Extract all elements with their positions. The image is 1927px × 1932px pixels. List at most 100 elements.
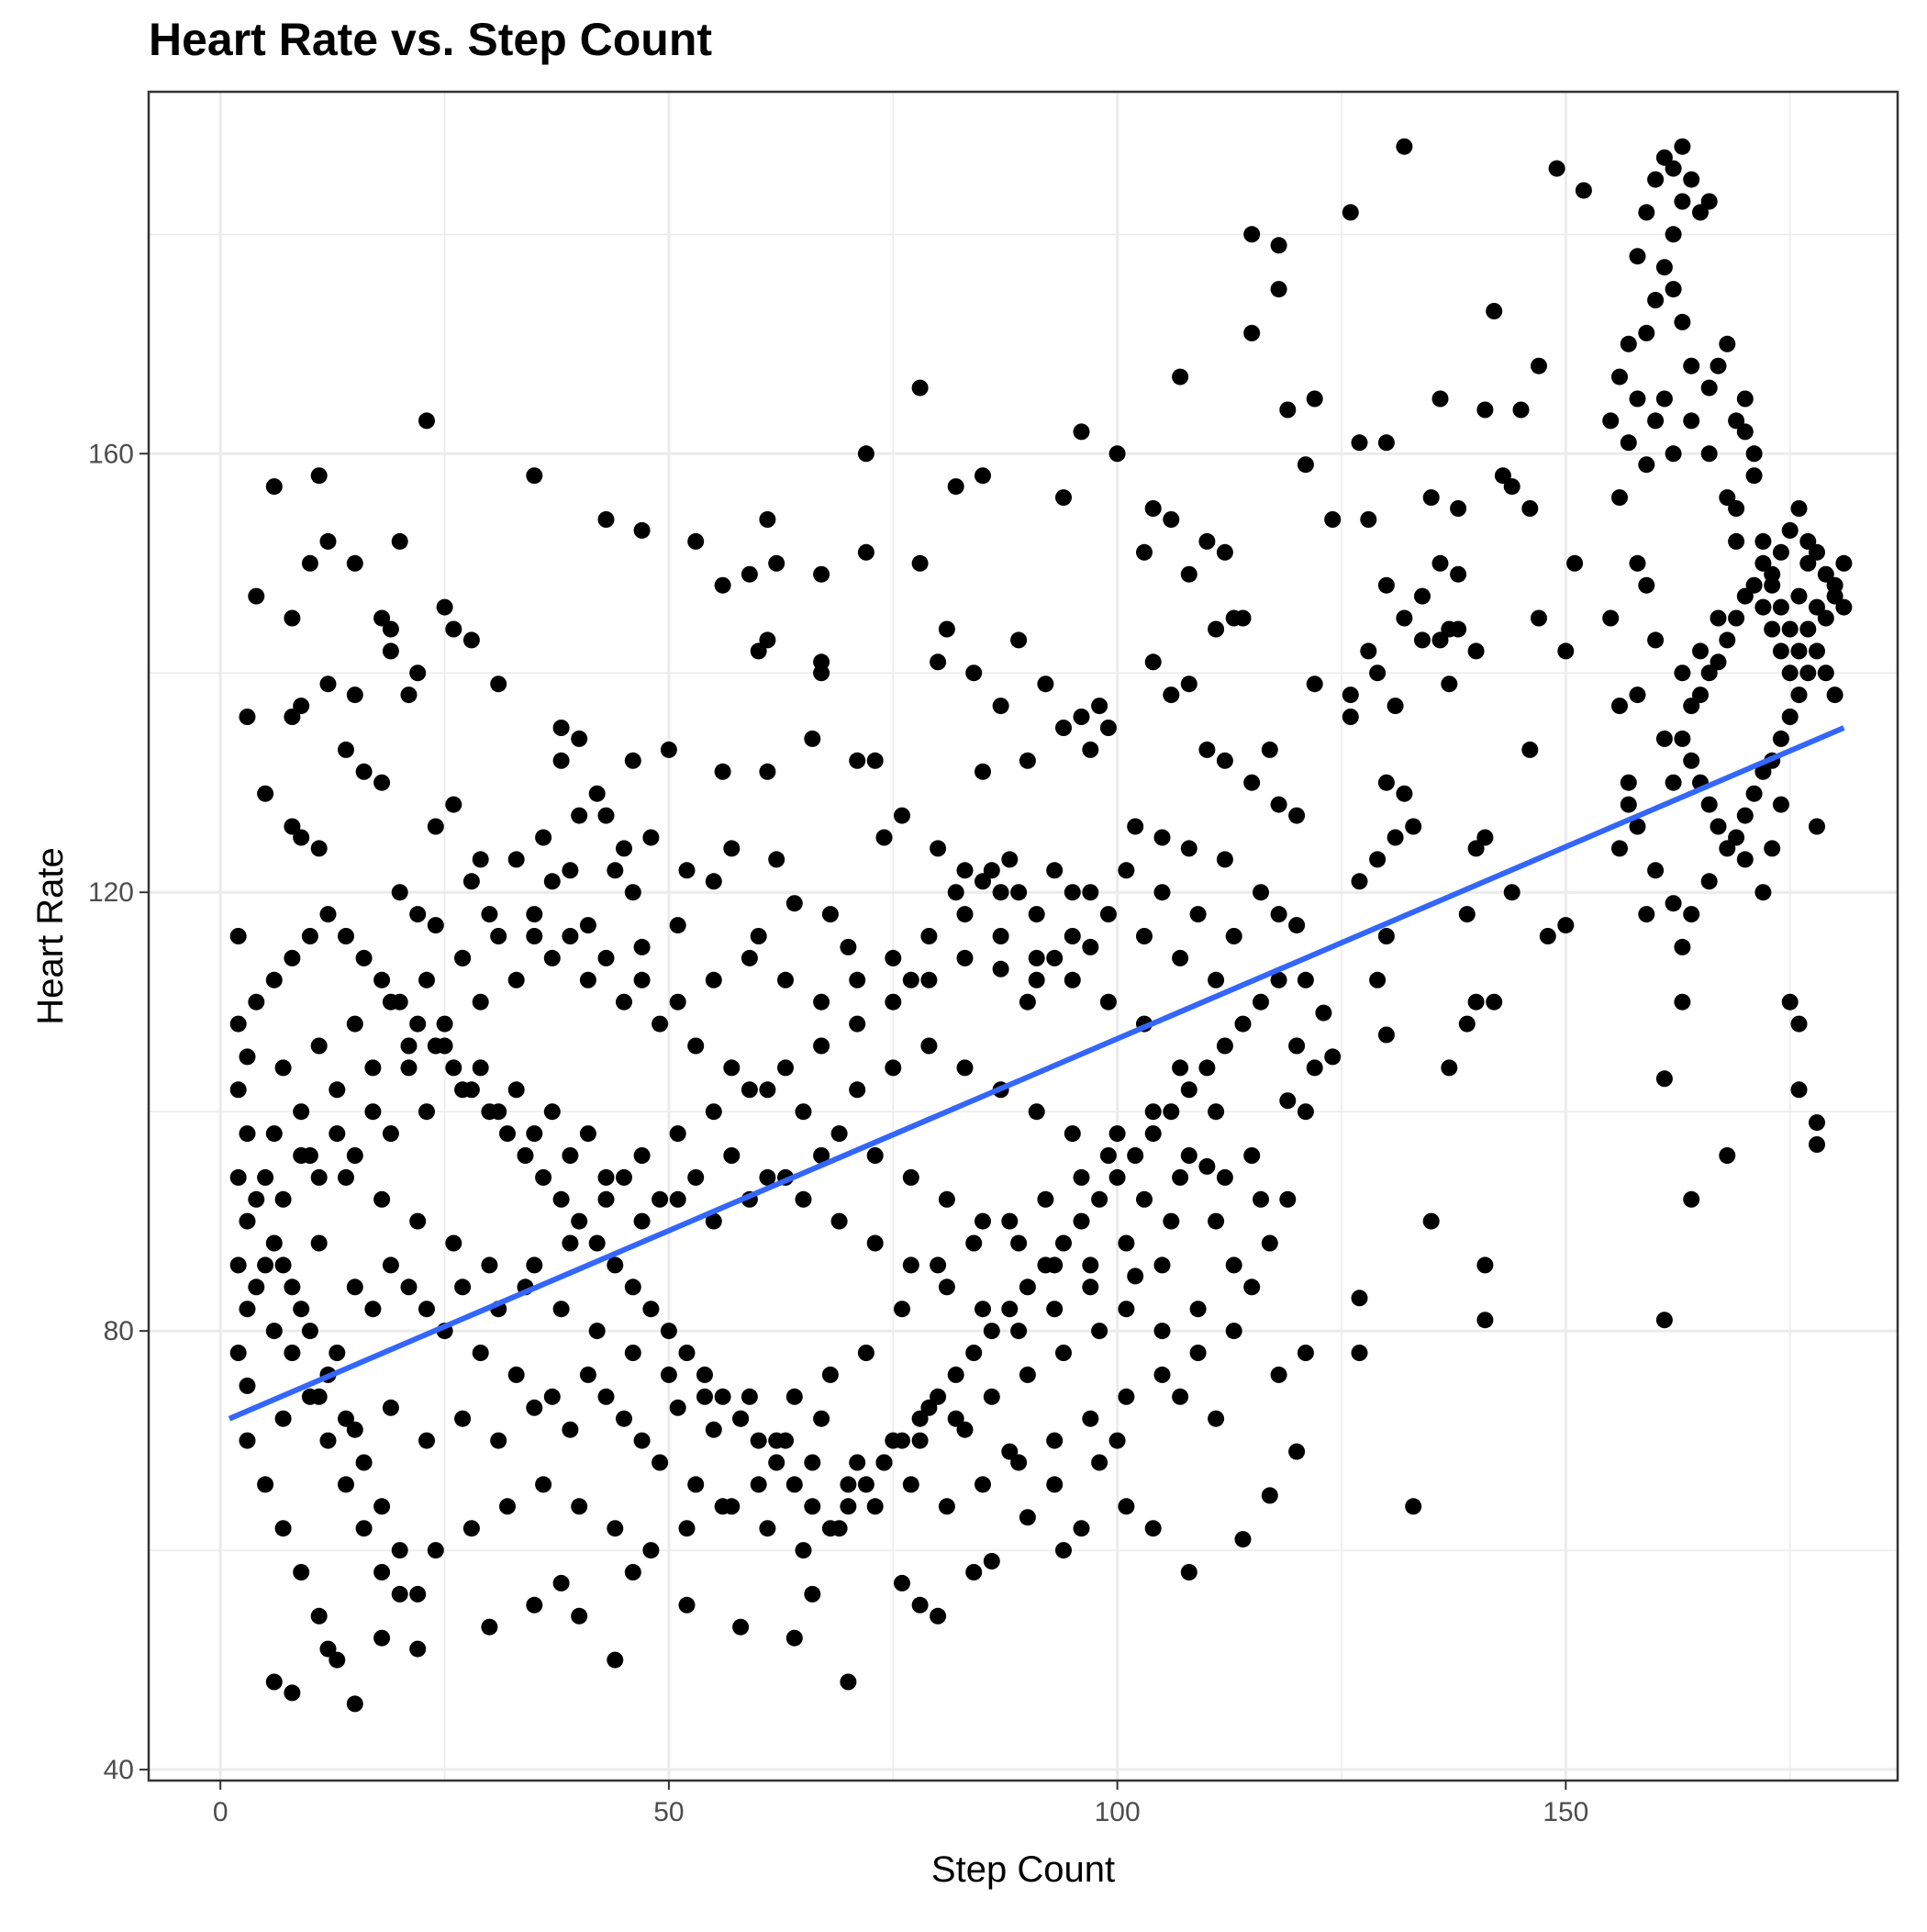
- data-point: [1790, 642, 1808, 660]
- data-point: [454, 949, 472, 966]
- data-point: [975, 1212, 991, 1230]
- data-point: [1629, 818, 1646, 835]
- data-point: [1458, 1015, 1476, 1033]
- data-point: [642, 829, 660, 846]
- data-point: [319, 1640, 337, 1658]
- data-point: [992, 884, 1009, 901]
- data-point: [1692, 204, 1709, 221]
- data-point: [714, 576, 731, 594]
- data-point: [1781, 521, 1799, 539]
- data-point: [1539, 928, 1556, 944]
- data-point: [956, 862, 974, 879]
- data-point: [310, 840, 328, 857]
- data-point: [1279, 1092, 1297, 1110]
- data-point: [1270, 237, 1287, 254]
- data-point: [1306, 390, 1323, 408]
- data-point: [983, 1323, 1000, 1340]
- data-point: [633, 1432, 651, 1449]
- data-point: [526, 928, 543, 944]
- data-point: [1046, 1432, 1064, 1449]
- data-point: [1351, 873, 1368, 890]
- data-point: [768, 554, 785, 572]
- data-point: [274, 1410, 292, 1427]
- data-point: [1172, 1388, 1189, 1405]
- data-point: [274, 1059, 292, 1077]
- data-point: [1360, 511, 1377, 528]
- data-point: [229, 1015, 247, 1033]
- data-point: [947, 1410, 964, 1427]
- data-point: [571, 730, 588, 747]
- data-point: [543, 1103, 561, 1121]
- data-point: [1503, 884, 1520, 901]
- data-point: [1108, 445, 1126, 463]
- data-point: [319, 532, 337, 550]
- data-point: [624, 1345, 641, 1361]
- data-point: [1261, 741, 1278, 758]
- data-point: [1270, 971, 1287, 988]
- data-point: [1665, 160, 1682, 177]
- data-point: [938, 1279, 955, 1296]
- data-point: [1198, 532, 1216, 550]
- data-point: [257, 785, 274, 802]
- data-point: [1710, 609, 1727, 627]
- data-point: [750, 1476, 767, 1493]
- data-point: [1710, 653, 1727, 671]
- data-point: [490, 1432, 507, 1449]
- data-point: [687, 1476, 705, 1493]
- data-point: [338, 1168, 354, 1186]
- data-point: [1010, 884, 1028, 901]
- data-point: [1037, 1190, 1054, 1208]
- data-point: [1736, 423, 1754, 441]
- data-point: [562, 1147, 579, 1164]
- data-point: [1422, 489, 1440, 507]
- data-point: [1091, 1454, 1108, 1471]
- data-point: [938, 1190, 955, 1208]
- data-point: [830, 1125, 848, 1143]
- data-point: [1028, 949, 1045, 966]
- data-point: [265, 1673, 283, 1691]
- data-point: [911, 1410, 929, 1427]
- data-point: [1118, 1234, 1135, 1252]
- data-point: [552, 1190, 570, 1208]
- data-point: [597, 807, 615, 824]
- data-point: [535, 1168, 552, 1186]
- data-point: [1817, 664, 1834, 682]
- data-point: [1108, 1168, 1126, 1186]
- data-point: [1297, 971, 1314, 988]
- data-point: [849, 1015, 866, 1033]
- data-point: [1082, 1410, 1099, 1427]
- data-point: [1351, 1290, 1368, 1307]
- data-point: [1745, 576, 1763, 594]
- data-point: [1396, 609, 1413, 627]
- data-point: [741, 949, 758, 966]
- data-point: [526, 1596, 543, 1614]
- data-point: [1001, 1212, 1019, 1230]
- data-point: [1683, 906, 1700, 923]
- data-point: [669, 993, 686, 1011]
- data-point: [1629, 687, 1646, 704]
- data-point: [1377, 1026, 1395, 1044]
- data-point: [1351, 1345, 1368, 1361]
- data-point: [696, 1366, 713, 1383]
- data-point: [956, 949, 974, 966]
- data-point: [678, 862, 696, 879]
- data-point: [1754, 532, 1772, 550]
- data-point: [840, 1673, 857, 1691]
- data-point: [265, 1323, 283, 1340]
- data-point: [310, 1168, 328, 1186]
- data-point: [616, 840, 632, 857]
- data-point: [562, 928, 579, 944]
- data-point: [329, 1651, 346, 1669]
- data-point: [1270, 281, 1287, 298]
- data-point: [346, 1147, 363, 1164]
- data-point: [418, 1301, 435, 1318]
- data-point: [1180, 840, 1197, 857]
- data-point: [902, 1476, 919, 1493]
- data-point: [1153, 884, 1171, 901]
- data-point: [1736, 807, 1754, 824]
- data-point: [409, 906, 427, 923]
- data-point: [1790, 1081, 1808, 1099]
- data-point: [669, 917, 686, 934]
- data-point: [1261, 1487, 1278, 1504]
- data-point: [1655, 730, 1673, 747]
